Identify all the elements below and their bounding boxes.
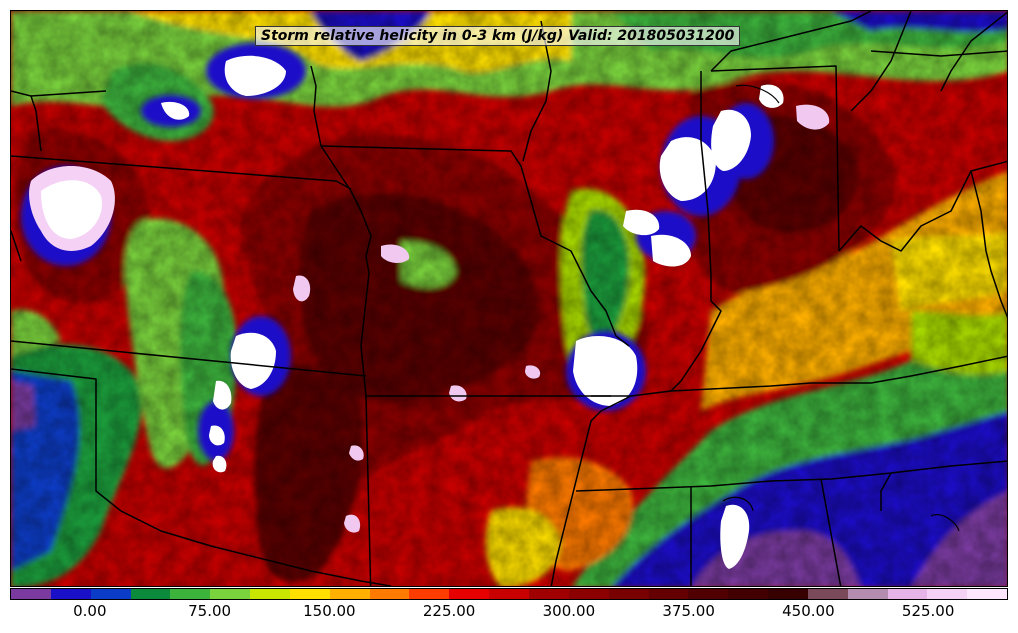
- colorbar-tick-label: 150.00: [303, 602, 356, 620]
- colorbar-segment: [449, 589, 490, 599]
- colorbar-segment: [608, 589, 649, 599]
- state-boundaries: [11, 11, 1007, 586]
- map-title: Storm relative helicity in 0-3 km (J/kg)…: [255, 26, 741, 46]
- colorbar-tick-label: 75.00: [188, 602, 232, 620]
- colorbar-segment: [528, 589, 569, 599]
- colorbar-segment: [90, 589, 131, 599]
- colorbar-tick-label: 300.00: [542, 602, 596, 620]
- colorbar-segment: [170, 589, 211, 599]
- colorbar: [10, 588, 1008, 600]
- colorbar-segment: [250, 589, 290, 599]
- colorbar-segment: [130, 589, 171, 599]
- colorbar-segment: [967, 589, 1008, 599]
- colorbar-tick-label: 525.00: [901, 602, 955, 620]
- colorbar-segment: [409, 589, 450, 599]
- colorbar-segment: [289, 589, 330, 599]
- colorbar-segment: [50, 589, 91, 599]
- colorbar-tick-label: 225.00: [422, 602, 476, 620]
- lake-outlines: [722, 84, 960, 532]
- colorbar-segment: [887, 589, 928, 599]
- colorbar-segment: [210, 589, 251, 599]
- colorbar-ticks: 0.00 75.00 150.00 225.00 300.00 375.00 450.00 5…: [10, 602, 1008, 626]
- colorbar-segment: [927, 589, 968, 599]
- colorbar-tick-label: 375.00: [662, 602, 715, 620]
- colorbar-segment: [728, 589, 769, 599]
- colorbar-segment: [369, 589, 410, 599]
- high-value-blobs: [29, 55, 830, 569]
- colorbar-segment: [568, 589, 609, 599]
- colorbar-tick-label: 450.00: [782, 602, 835, 620]
- colorbar-segment: [329, 589, 370, 599]
- colorbar-segment: [807, 589, 848, 599]
- colorbar-segment: [847, 589, 888, 599]
- colorbar-segment: [688, 589, 729, 599]
- colorbar-segment: [489, 589, 529, 599]
- colorbar-segment: [11, 589, 51, 599]
- helicity-field: [11, 11, 1007, 586]
- colorbar-segment: [648, 589, 689, 599]
- helicity-map: Storm relative helicity in 0-3 km (J/kg)…: [10, 10, 1008, 587]
- colorbar-segment: [768, 589, 808, 599]
- colorbar-tick-label: 0.00: [73, 602, 107, 620]
